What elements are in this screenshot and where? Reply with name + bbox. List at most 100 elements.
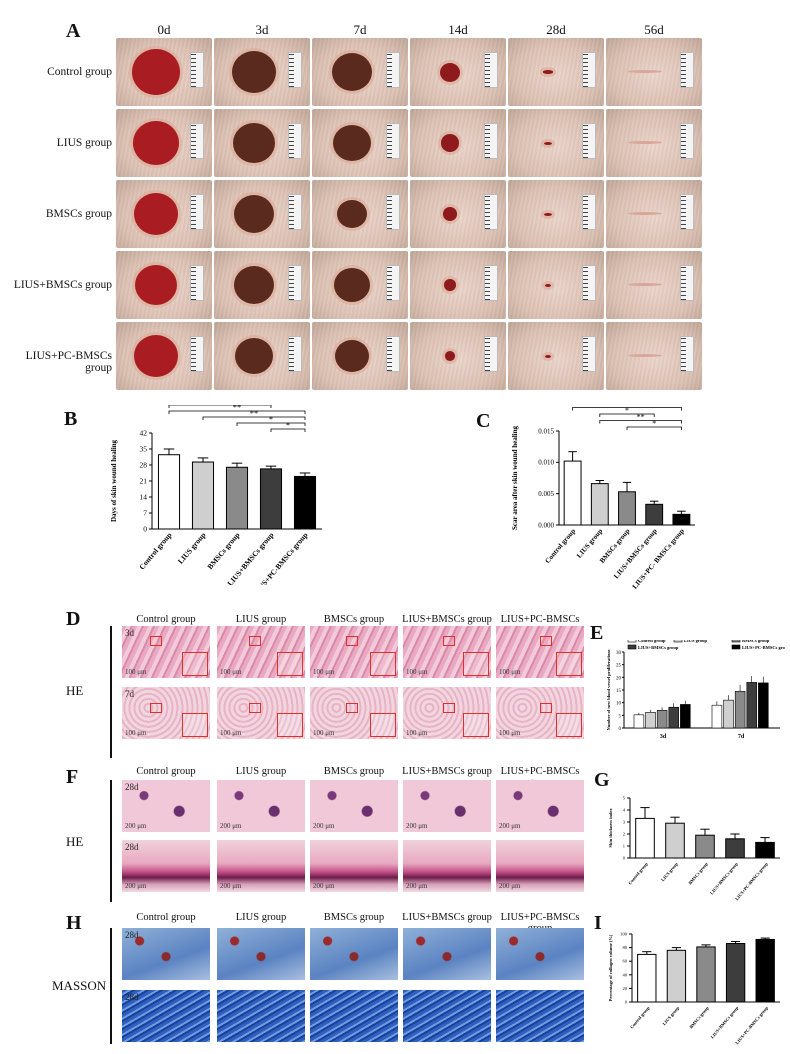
histology-image [217, 990, 305, 1042]
bar [672, 513, 691, 526]
zoom-box-small [443, 636, 455, 646]
wound-mark [234, 266, 274, 304]
bar [259, 468, 283, 530]
y-tick-label: 0 [625, 1000, 628, 1005]
day-header-56d: 56d [644, 22, 664, 37]
wound-mark [445, 351, 455, 361]
x-tick-label: LIUS+PC- BMSCs group [631, 527, 686, 590]
y-tick-label: 25 [616, 664, 622, 669]
y-tick-label: 28 [140, 461, 148, 470]
significance-label: ** [250, 408, 259, 418]
x-tick-label: Control group [544, 527, 578, 565]
bar [656, 709, 668, 729]
histology-image [496, 990, 584, 1042]
bar [666, 949, 687, 1003]
histology-image: 200 μm [403, 780, 491, 832]
ruler [582, 265, 596, 301]
scale-bar-label: 200 μm [313, 882, 335, 890]
panel-letter-i: I [594, 912, 602, 934]
scar-mark [628, 212, 662, 215]
bar [695, 834, 715, 859]
scale-bar-label: 200 μm [220, 822, 242, 830]
x-tick-label: Control group [137, 531, 173, 572]
wound-photo [116, 109, 212, 177]
histology-image: 100 μm [403, 687, 491, 739]
wound-mark [234, 195, 274, 233]
chart-e: 0 5 10 15 20 25 30 Number of new blood vessel p… [606, 640, 785, 740]
y-tick-label: 5 [623, 796, 626, 801]
wound-photo [116, 38, 212, 106]
panel-f-stain-label: HE [66, 834, 84, 849]
wound-mark [334, 267, 370, 303]
wound-photo [312, 251, 408, 319]
day-header-0d: 0d [157, 22, 171, 37]
legend-label: LIUS group [684, 640, 708, 643]
bar [711, 704, 723, 729]
legend-swatch [731, 640, 741, 643]
wound-mark [440, 62, 460, 82]
bar [725, 943, 746, 1003]
time-label: 28d [125, 842, 139, 852]
legend-label: BMSCs group [742, 640, 770, 643]
scar-mark [628, 141, 662, 144]
bar [668, 706, 679, 729]
significance-label: ** [233, 405, 242, 412]
histology-image: 100 μm [310, 687, 398, 739]
wound-mark [544, 212, 552, 216]
wound-photo [410, 38, 506, 106]
bar [618, 491, 636, 526]
wound-mark [544, 141, 552, 145]
panel-letter-e: E [590, 622, 604, 644]
wound-mark [333, 124, 371, 162]
ruler [190, 194, 204, 230]
wound-photo [312, 109, 408, 177]
y-tick-label: 30 [616, 651, 622, 656]
significance-label: * [625, 406, 629, 415]
zoom-box-large [370, 652, 396, 676]
histo-col-header-1: LIUS group [235, 766, 287, 777]
wound-photo [116, 322, 212, 390]
zoom-box-large [277, 713, 303, 737]
bar [725, 838, 745, 859]
significance-bracket [202, 416, 306, 420]
bar [696, 946, 716, 1003]
bar [734, 690, 746, 729]
x-tick-label: BMSCs group [687, 861, 709, 886]
significance-bracket [168, 405, 272, 408]
time-label: 28d [125, 930, 139, 940]
scale-bar-label: 100 μm [313, 729, 335, 737]
wound-photo [410, 251, 506, 319]
ruler [680, 265, 694, 301]
legend-swatch [627, 644, 637, 650]
bar [157, 454, 181, 530]
histology-image: 200 μm [496, 840, 584, 892]
scale-bar-label: 100 μm [499, 668, 521, 676]
y-tick-label: 4 [623, 808, 626, 813]
scale-bar-label: 200 μm [125, 822, 147, 830]
histo-col-header-1: LIUS group [235, 912, 287, 923]
bar [645, 503, 664, 526]
chart-i: 0 20 40 60 80 100 Percentage of collagen volum… [608, 932, 780, 1045]
wound-mark [441, 134, 459, 152]
x-tick-label: LIUS group [662, 1005, 681, 1026]
scar-mark [628, 283, 662, 286]
ruler [484, 52, 498, 88]
y-tick-label: 1 [623, 844, 625, 849]
scale-bar-label: 100 μm [499, 729, 521, 737]
bar [746, 682, 757, 729]
ruler [288, 123, 302, 159]
ruler [680, 194, 694, 230]
legend-swatch [731, 644, 741, 650]
wound-mark [134, 335, 178, 377]
ruler [386, 336, 400, 372]
wound-mark [443, 207, 457, 221]
ruler [680, 52, 694, 88]
wound-photo [214, 251, 310, 319]
zoom-box-small [150, 703, 162, 713]
histology-image: 100 μm [496, 687, 584, 739]
ruler [190, 52, 204, 88]
scale-bar-label: 100 μm [220, 729, 242, 737]
group-label-4: LIUS+PC-BMSCs group [25, 350, 112, 374]
scale-bar-label: 100 μm [125, 668, 147, 676]
wound-photo [606, 180, 702, 248]
